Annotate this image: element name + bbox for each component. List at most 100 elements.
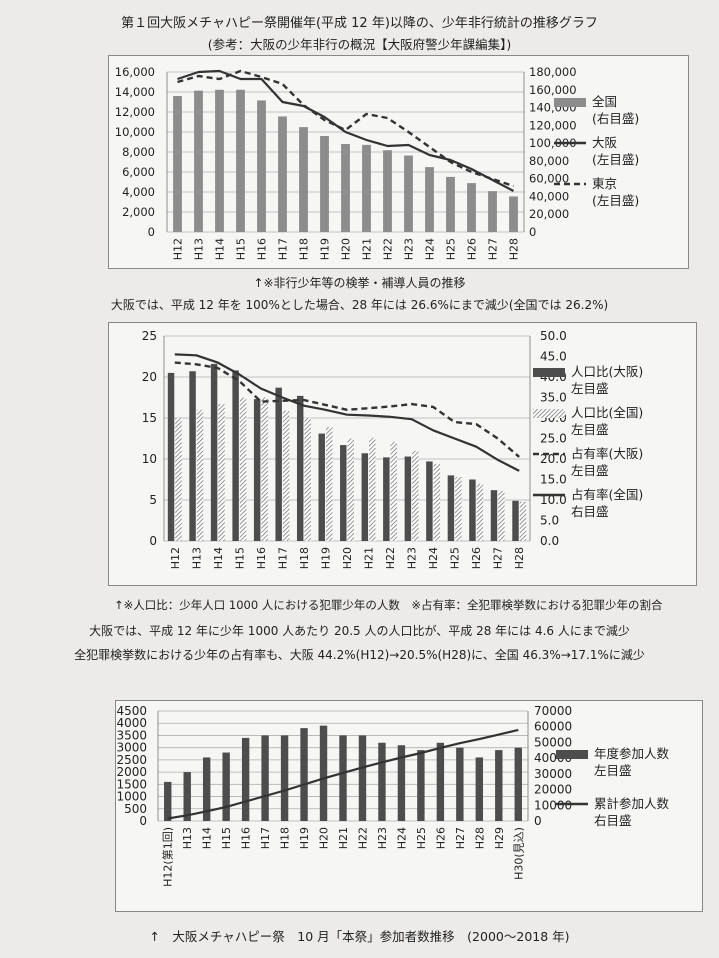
chart2-right-tick: 45.0: [540, 350, 567, 364]
chart1-bar-bar-0: [320, 136, 329, 232]
chart3-legend-label-line: 左目盛: [594, 763, 632, 778]
chart3-legend-label-line: 右目盛: [594, 813, 632, 828]
chart2-bar-bar-0: [447, 475, 455, 541]
chart1-right-tick: 160,000: [529, 83, 577, 97]
chart1-legend-swatch-0: [554, 98, 586, 107]
chart3-left-tick: 3000: [116, 741, 147, 755]
chart2-bar-hatched-1: [261, 397, 268, 541]
chart3-category-label: H21: [337, 827, 350, 849]
chart1-left-tick: 2,000: [122, 205, 155, 219]
chart1-summary: 大阪では、平成 12 年を 100%とした場合、28 年には 26.6%にまで減…: [110, 298, 609, 312]
chart3-category-label: H22: [356, 827, 369, 849]
chart3-category-label: H28: [473, 827, 486, 849]
chart2-right-tick: 10.0: [540, 493, 567, 507]
chart1-bar-bar-0: [299, 127, 308, 232]
chart3-left-tick: 1500: [116, 777, 147, 791]
chart3-category-label: H13: [181, 827, 194, 849]
chart2-bar-bar-0: [361, 453, 369, 541]
chart2-bar-hatched-1: [304, 418, 311, 541]
chart3-right-tick: 60000: [534, 720, 572, 734]
chart2-bar-hatched-1: [412, 450, 419, 541]
chart3-category-label: H26: [434, 827, 447, 849]
chart3-bar-bar-0: [436, 742, 445, 821]
chart3-left-tick: 2500: [116, 753, 147, 767]
chart1-left-tick: 6,000: [122, 165, 155, 179]
page-subtitle: (参考：大阪の少年非行の概況【大阪府警少年課編集】): [207, 37, 512, 52]
chart1-right-tick: 20,000: [529, 207, 569, 221]
chart3-bar-bar-0: [300, 728, 308, 821]
chart1-category-label: H14: [214, 238, 227, 260]
chart2-bar-hatched-1: [325, 427, 333, 541]
chart2-category-label: H22: [384, 547, 397, 569]
chart2-bar-hatched-1: [433, 463, 441, 541]
chart3-category-label: H15: [220, 827, 233, 849]
chart3-bar-bar-0: [241, 737, 250, 821]
chart1-category-label: H17: [277, 238, 290, 260]
chart1-category-label: H18: [298, 238, 311, 260]
chart3-category-label: H20: [318, 827, 331, 849]
chart2-left-tick: 5: [149, 493, 157, 507]
chart3-right-tick: 70000: [534, 704, 572, 718]
chart1-left-tick: 4,000: [122, 185, 155, 199]
chart3-bar-bar-0: [280, 735, 289, 821]
chart1-bar-bar-0: [341, 144, 350, 232]
chart2-bar-bar-0: [189, 371, 196, 541]
chart1-legend-label-line: (右目盛): [592, 111, 639, 126]
chart3-category-label: H27: [454, 827, 467, 849]
chart1-right-tick: 120,000: [529, 118, 577, 132]
chart1-category-label: H27: [487, 238, 500, 260]
chart2-left-tick: 20: [142, 370, 157, 384]
chart2-bar-bar-0: [318, 433, 325, 541]
chart1-legend-label-line: (左目盛): [592, 152, 639, 167]
chart1-category-label: H26: [466, 238, 479, 260]
chart1-left-tick: 12,000: [115, 105, 155, 119]
chart2-bar-hatched-1: [476, 483, 484, 541]
chart1-right-tick: 0: [529, 225, 536, 239]
chart3-bar-bar-0: [495, 750, 503, 821]
chart1-bar-bar-0: [362, 144, 371, 232]
chart1-bar-bar-0: [446, 176, 455, 232]
chart1-series-line-1: [177, 69, 515, 192]
chart2-bar-bar-0: [253, 399, 261, 541]
chart3-left-tick: 2000: [116, 765, 147, 779]
chart2-bar-bar-0: [167, 372, 175, 541]
chart3-bar-bar-0: [339, 735, 347, 821]
chart1-category-label: H12: [172, 238, 185, 260]
chart2-summary-2: 全犯罪検挙数における少年の占有率も、大阪 44.2%(H12)→20.5%(H2…: [74, 648, 645, 662]
chart1-bar-bar-0: [236, 89, 245, 233]
chart2-legend-swatch-1: [533, 409, 565, 418]
chart2-legend-label-3: 占有率(全国) 右目盛: [571, 487, 643, 519]
chart1-right-tick: 80,000: [529, 154, 569, 168]
chart3-left-tick: 1000: [116, 790, 147, 804]
chart3-series-line-1: [167, 728, 519, 820]
chart1-right-tick: 100,000: [529, 136, 577, 150]
chart3-category-label: H25: [415, 827, 428, 849]
chart3-category-label: H12(第1回): [161, 827, 175, 887]
chart1-bar-bar-0: [278, 116, 287, 232]
chart1-right-tick: 60,000: [529, 172, 569, 186]
chart2-left-tick: 10: [142, 452, 157, 466]
chart1-legend-label-line: (左目盛): [592, 193, 639, 208]
chart2-right-tick: 50.0: [540, 329, 567, 343]
chart1-left-tick: 16,000: [115, 65, 155, 79]
chart3-category-label: H29: [493, 827, 506, 849]
chart2-bar-hatched-1: [347, 438, 354, 541]
chart2-category-label: H12: [169, 547, 182, 569]
chart3-bar-bar-0: [456, 747, 464, 821]
chart3-bar-bar-0: [475, 757, 484, 821]
chart3-category-label: H17: [259, 827, 272, 849]
chart2-bar-bar-0: [210, 363, 218, 541]
chart1-bar-bar-0: [467, 183, 476, 232]
chart3-category-label: H30(見込): [512, 827, 525, 880]
chart2-bar-bar-0: [340, 445, 347, 541]
chart1-category-label: H20: [340, 238, 353, 260]
chart3-bar-bar-0: [378, 742, 386, 821]
chart2-category-label: H27: [492, 547, 505, 569]
chart3-caption: ↑ 大阪メチャハピー祭 10 月「本祭」参加者数推移 (2000〜2018 年): [149, 929, 570, 944]
chart2-category-label: H25: [449, 547, 462, 569]
chart3-category-label: H23: [376, 827, 389, 849]
chart2-left-tick: 15: [142, 411, 157, 425]
chart3-category-label: H24: [395, 827, 408, 849]
chart3-right-tick: 10000: [534, 798, 572, 812]
chart3-right-tick: 50000: [534, 735, 572, 749]
